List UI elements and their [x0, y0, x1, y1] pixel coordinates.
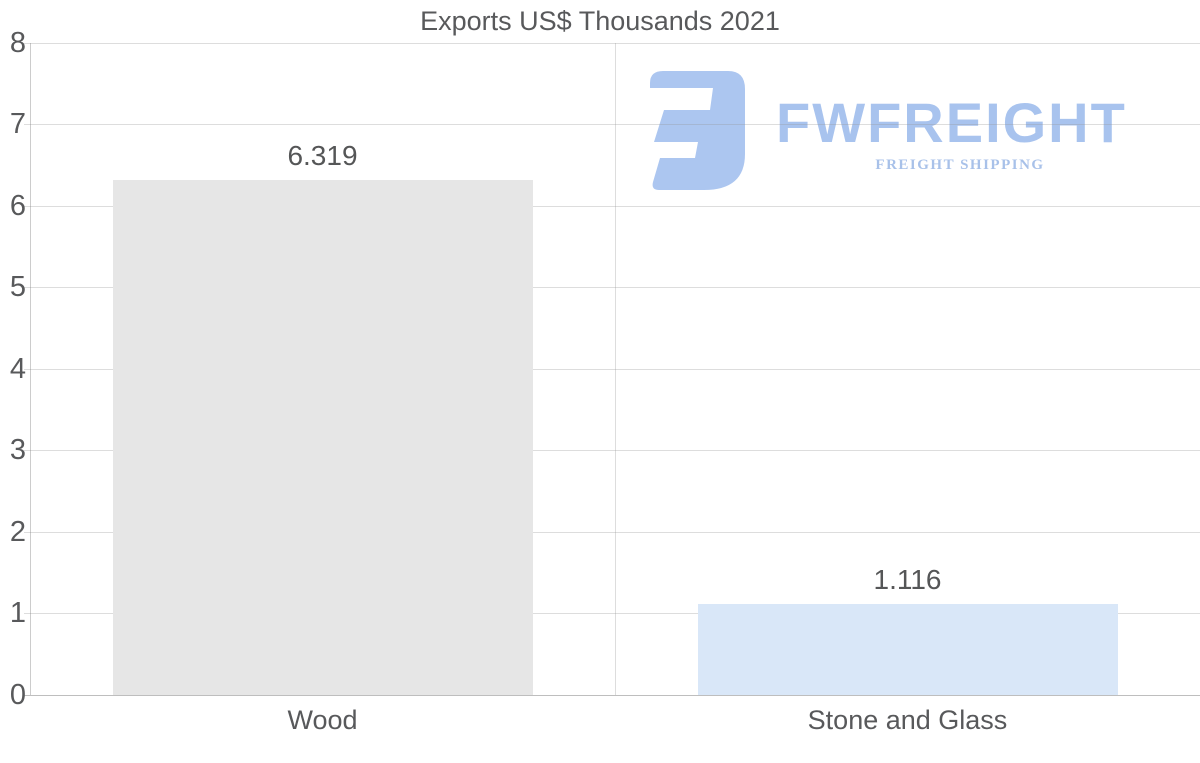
x-axis-line	[24, 694, 1200, 696]
chart-title: Exports US$ Thousands 2021	[420, 6, 780, 36]
value-label-wood: 6.319	[287, 140, 358, 171]
gridline	[24, 450, 1200, 451]
category-label-wood: Wood	[287, 705, 358, 735]
bar-wood	[112, 180, 533, 695]
category-divider-gridline	[615, 43, 616, 695]
gridline	[24, 42, 1200, 44]
y-axis-label: 1	[9, 597, 26, 629]
gridline	[24, 368, 1200, 370]
value-label-stone-and-glass: 1.116	[873, 564, 942, 596]
category-label-stone-and-glass: Stone and Glass	[807, 705, 1008, 735]
y-axis-label: 0	[9, 678, 26, 711]
y-axis-line	[30, 43, 31, 695]
y-axis-label: 6	[9, 189, 26, 222]
gridline	[24, 287, 1200, 288]
gridline	[24, 613, 1200, 614]
brand-tagline: FREIGHT SHIPPING	[875, 157, 1045, 173]
gridline	[24, 124, 1200, 125]
y-axis-label: 7	[9, 108, 26, 140]
bar-stone-and-glass	[697, 604, 1118, 695]
brand-name: FWFREIGHT	[776, 91, 1127, 154]
y-axis-label: 8	[9, 26, 26, 59]
gridline	[24, 205, 1200, 207]
y-axis-label: 5	[9, 271, 26, 303]
gridline	[24, 531, 1200, 533]
y-axis-label: 4	[9, 352, 26, 385]
y-axis-label: 2	[9, 515, 26, 548]
fwfreight-logo-icon	[650, 71, 745, 190]
fwfreight-watermark: FWFREIGHT FREIGHT SHIPPING	[650, 70, 1150, 192]
y-axis-label: 3	[9, 434, 26, 466]
